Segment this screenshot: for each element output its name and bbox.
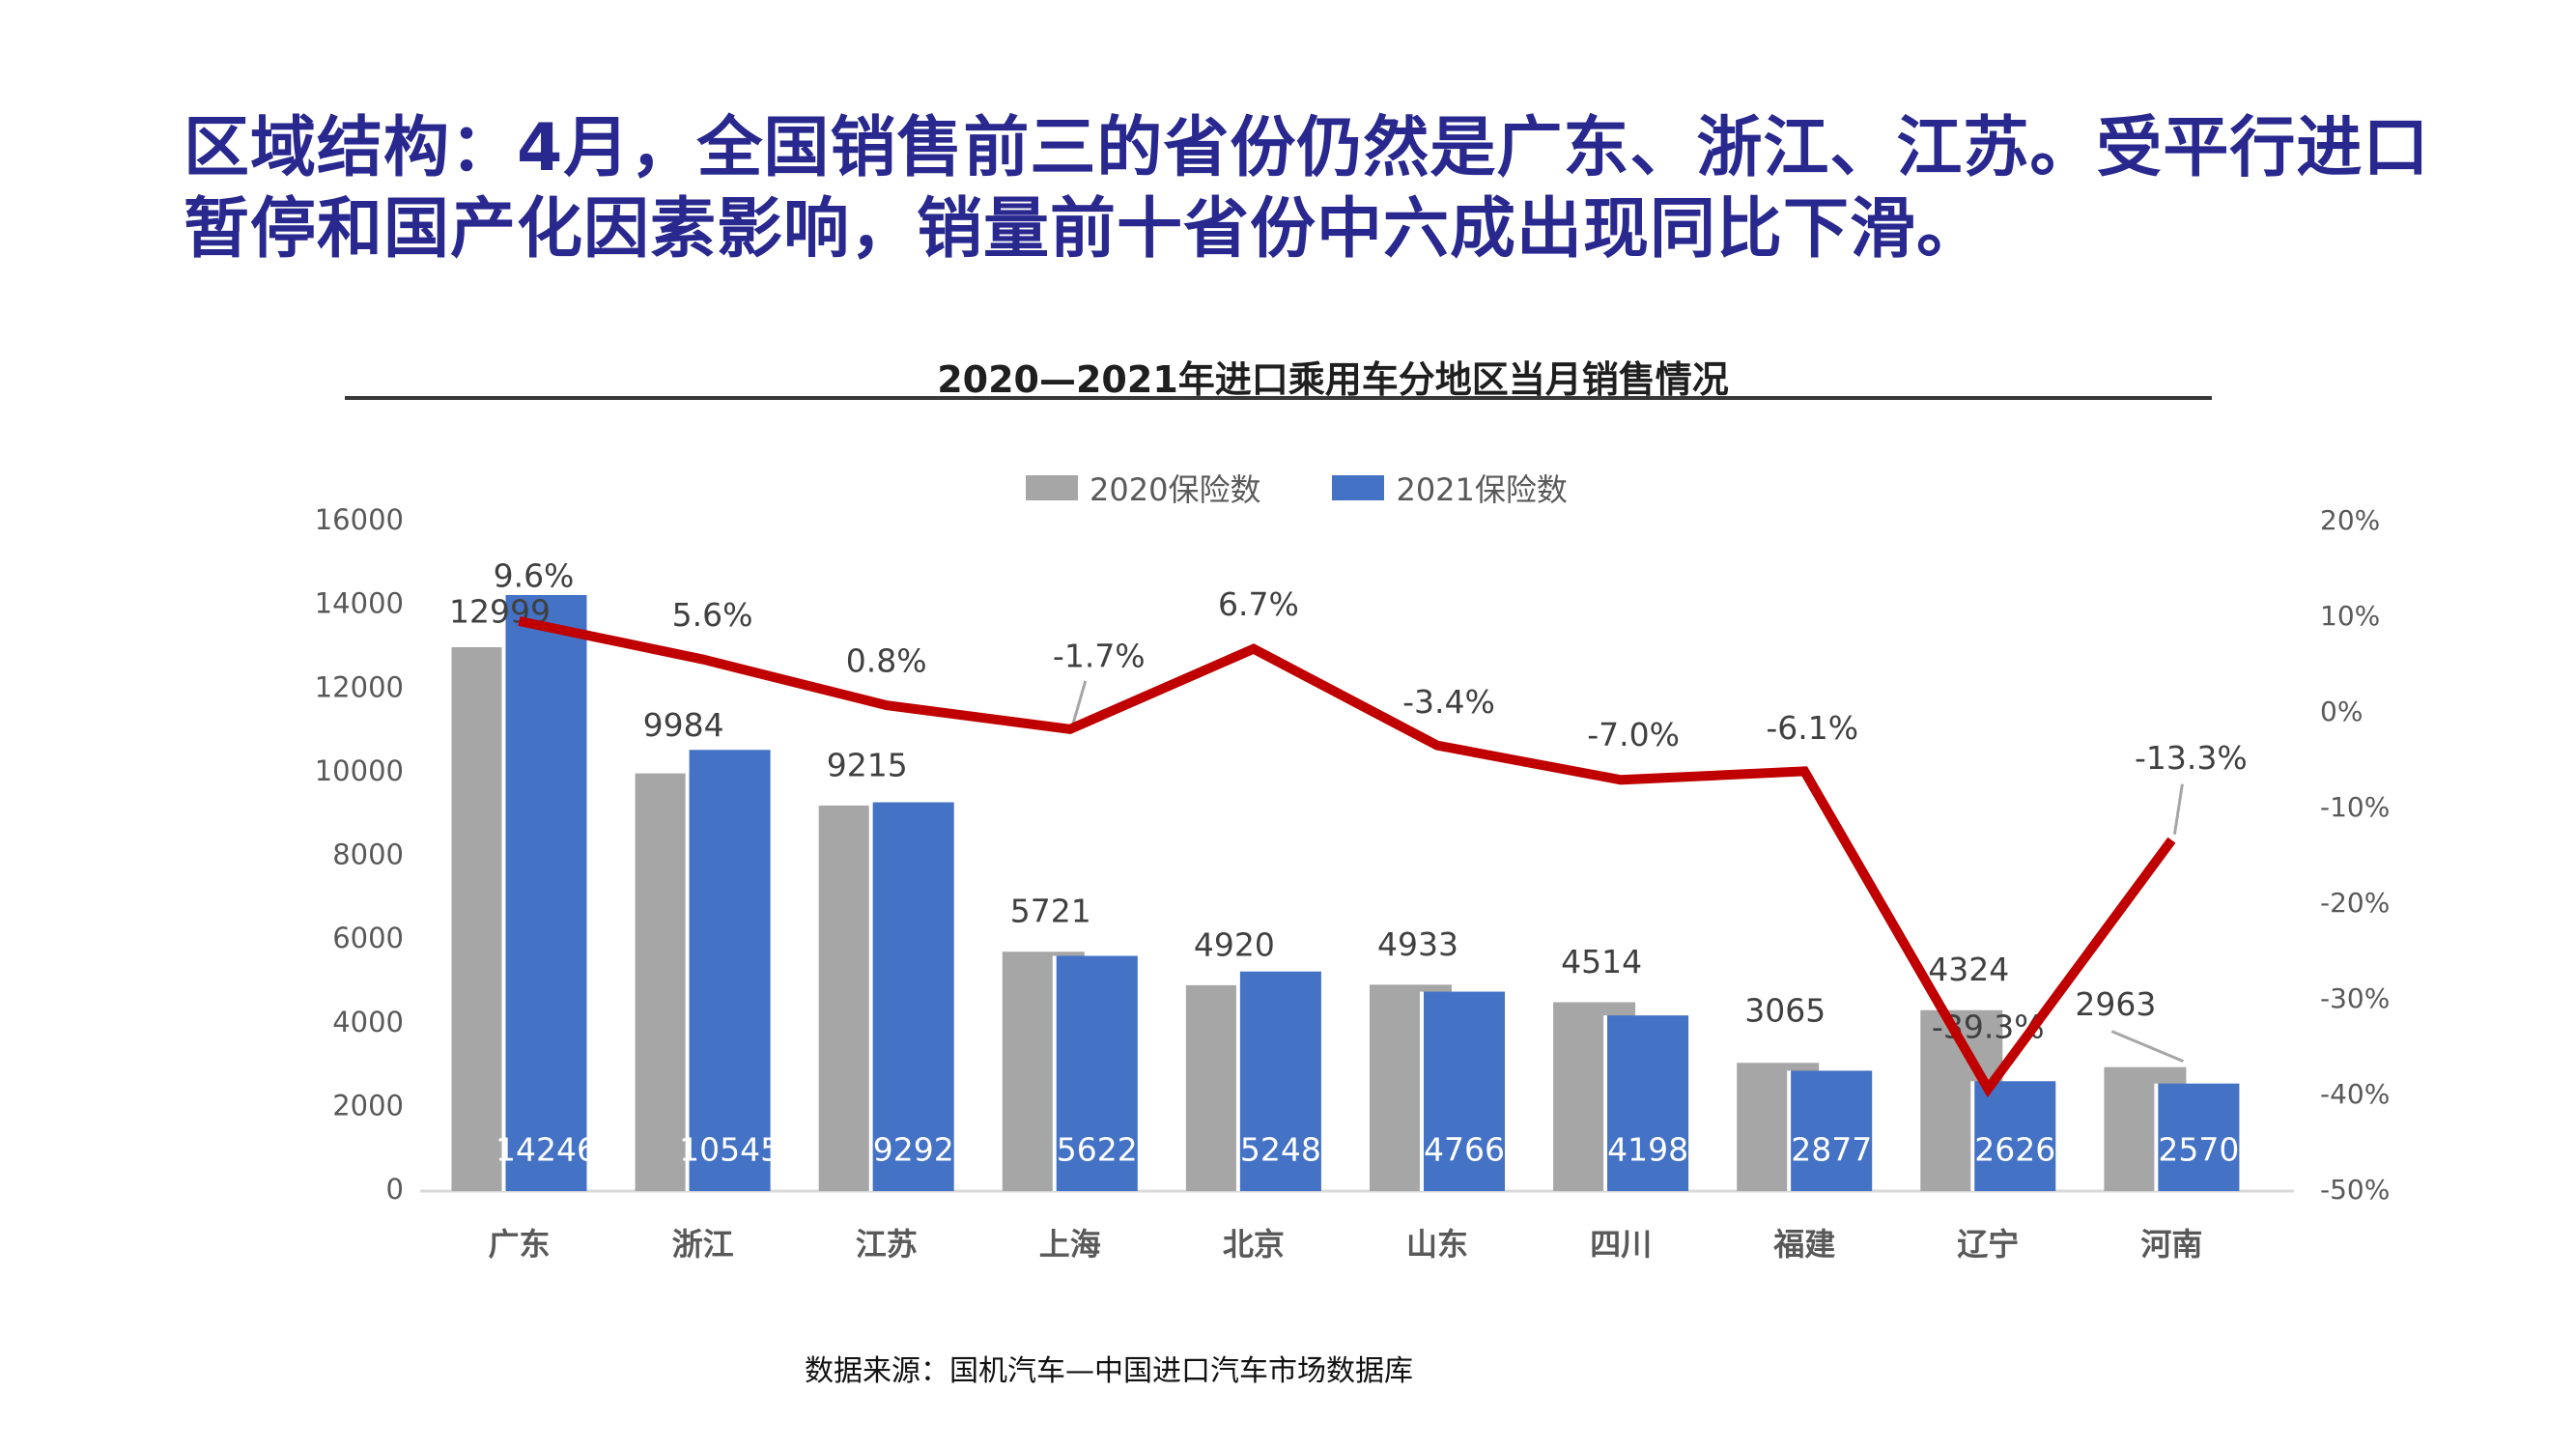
bar-gap-广东	[501, 594, 506, 1191]
right-axis-tick: -20%	[2320, 887, 2390, 919]
bar-gap-浙江	[685, 750, 690, 1191]
chart-title-underline	[345, 396, 2212, 400]
category-label-四川: 四川	[1590, 1226, 1652, 1263]
bar-gap-上海	[1052, 955, 1057, 1191]
legend-label-2021: 2021保险数	[1396, 471, 1568, 508]
bar-2021-江苏	[872, 802, 954, 1191]
bar-gap-山东	[1420, 991, 1424, 1191]
legend-swatch-2020	[1026, 475, 1078, 500]
left-axis-tick: 14000	[315, 587, 404, 620]
chart-title: 2020—2021年进口乘用车分地区当月销售情况	[937, 358, 1729, 401]
category-label-江苏: 江苏	[856, 1226, 918, 1263]
label-2020-四川: 4514	[1561, 943, 1642, 980]
left-axis-tick: 2000	[332, 1089, 404, 1122]
label-2020-河南: 2963	[2075, 985, 2156, 1023]
bar-gap-河南	[2154, 1083, 2159, 1191]
left-axis-tick: 6000	[332, 922, 404, 954]
bar-2021-河南	[2158, 1083, 2240, 1191]
label-2021-广东: 14246	[495, 1131, 597, 1169]
label-2020-辽宁: 4324	[1928, 951, 2009, 988]
label-2021-四川: 4198	[1607, 1131, 1688, 1169]
label-2020-江苏: 9215	[827, 746, 908, 783]
label-growth-四川: -7.0%	[1587, 716, 1680, 753]
label-2020-山东: 4933	[1377, 925, 1458, 963]
label-2020-北京: 4920	[1194, 925, 1275, 963]
right-axis-tick: -50%	[2320, 1174, 2390, 1206]
label-growth-浙江: 5.6%	[672, 596, 753, 634]
left-axis-tick: 0	[386, 1173, 404, 1206]
label-2020-福建: 3065	[1744, 992, 1826, 1030]
bar-2021-上海	[1056, 955, 1138, 1191]
bar-2021-广东	[505, 594, 587, 1191]
left-axis-tick: 4000	[332, 1006, 404, 1038]
left-axis-tick: 16000	[315, 503, 404, 536]
label-growth-上海: -1.7%	[1053, 637, 1146, 674]
category-label-北京: 北京	[1223, 1226, 1285, 1263]
right-axis-tick: 10%	[2320, 600, 2380, 632]
leader-line-growth-上海	[1071, 680, 1088, 725]
bar-gap-福建	[1787, 1070, 1792, 1191]
label-growth-山东: -3.4%	[1402, 683, 1495, 721]
chart-legend: 2020保险数 2021保险数	[1026, 466, 1568, 510]
legend-swatch-2021	[1332, 475, 1385, 500]
label-2020-浙江: 9984	[643, 706, 724, 744]
category-label-上海: 上海	[1039, 1226, 1101, 1263]
label-2021-河南: 2570	[2158, 1131, 2239, 1169]
right-axis-tick: -40%	[2320, 1078, 2390, 1110]
right-axis-tick: -10%	[2320, 791, 2390, 823]
label-2021-上海: 5622	[1057, 1131, 1138, 1169]
bar-2021-辽宁	[1974, 1081, 2056, 1191]
bar-2021-浙江	[689, 750, 771, 1191]
right-axis-tick: -30%	[2320, 982, 2390, 1014]
bar-gap-北京	[1235, 971, 1240, 1191]
label-2021-北京: 5248	[1240, 1131, 1321, 1169]
slide-title-line2: 暂停和国产化因素影响，销量前十省份中六成出现同比下滑。	[184, 191, 1984, 269]
legend-label-2020: 2020保险数	[1090, 471, 1261, 508]
legend-item-2021: 2021保险数	[1332, 466, 1568, 510]
category-label-山东: 山东	[1406, 1226, 1468, 1263]
category-label-福建: 福建	[1772, 1226, 1835, 1263]
category-label-辽宁: 辽宁	[1957, 1226, 2019, 1263]
category-label-浙江: 浙江	[672, 1226, 734, 1263]
leader-line-growth-河南	[2172, 783, 2184, 835]
slide-title: 区域结构：4月，全国销售前三的省份仍然是广东、浙江、江苏。受平行进口 暂停和国产…	[184, 108, 2434, 271]
label-2021-江苏: 9292	[873, 1131, 954, 1169]
bar-gap-辽宁	[1970, 1081, 1975, 1191]
label-2021-浙江: 10545	[679, 1131, 780, 1169]
leader-line-2020-河南	[2110, 1030, 2184, 1064]
bar-2021-福建	[1791, 1070, 1873, 1191]
slide-title-line1: 区域结构：4月，全国销售前三的省份仍然是广东、浙江、江苏。受平行进口	[184, 110, 2430, 186]
category-label-广东: 广东	[488, 1226, 550, 1263]
label-growth-福建: -6.1%	[1766, 709, 1858, 747]
left-axis-tick: 12000	[315, 670, 404, 703]
label-2021-辽宁: 2626	[1974, 1131, 2055, 1169]
category-label-河南: 河南	[2140, 1226, 2202, 1263]
bar-2021-山东	[1424, 991, 1505, 1191]
bar-gap-四川	[1603, 1015, 1608, 1191]
label-growth-河南: -13.3%	[2135, 739, 2248, 777]
legend-item-2020: 2020保险数	[1026, 466, 1260, 510]
label-growth-广东: 9.6%	[494, 556, 575, 594]
label-2021-山东: 4766	[1424, 1131, 1505, 1169]
bar-gap-江苏	[868, 802, 873, 1191]
label-2021-福建: 2877	[1791, 1131, 1872, 1169]
right-axis-tick: 20%	[2320, 504, 2380, 536]
label-growth-江苏: 0.8%	[846, 642, 927, 680]
left-axis-tick: 8000	[332, 838, 404, 871]
label-growth-北京: 6.7%	[1218, 585, 1299, 623]
source-note: 数据来源：国机汽车—中国进口汽车市场数据库	[805, 1354, 1413, 1388]
right-axis-tick: 0%	[2320, 696, 2363, 727]
growth-line	[518, 616, 2176, 1098]
bar-2021-四川	[1607, 1015, 1689, 1191]
bar-2021-北京	[1239, 971, 1321, 1191]
label-2020-上海: 5721	[1010, 893, 1091, 930]
left-axis-tick: 10000	[315, 754, 404, 787]
